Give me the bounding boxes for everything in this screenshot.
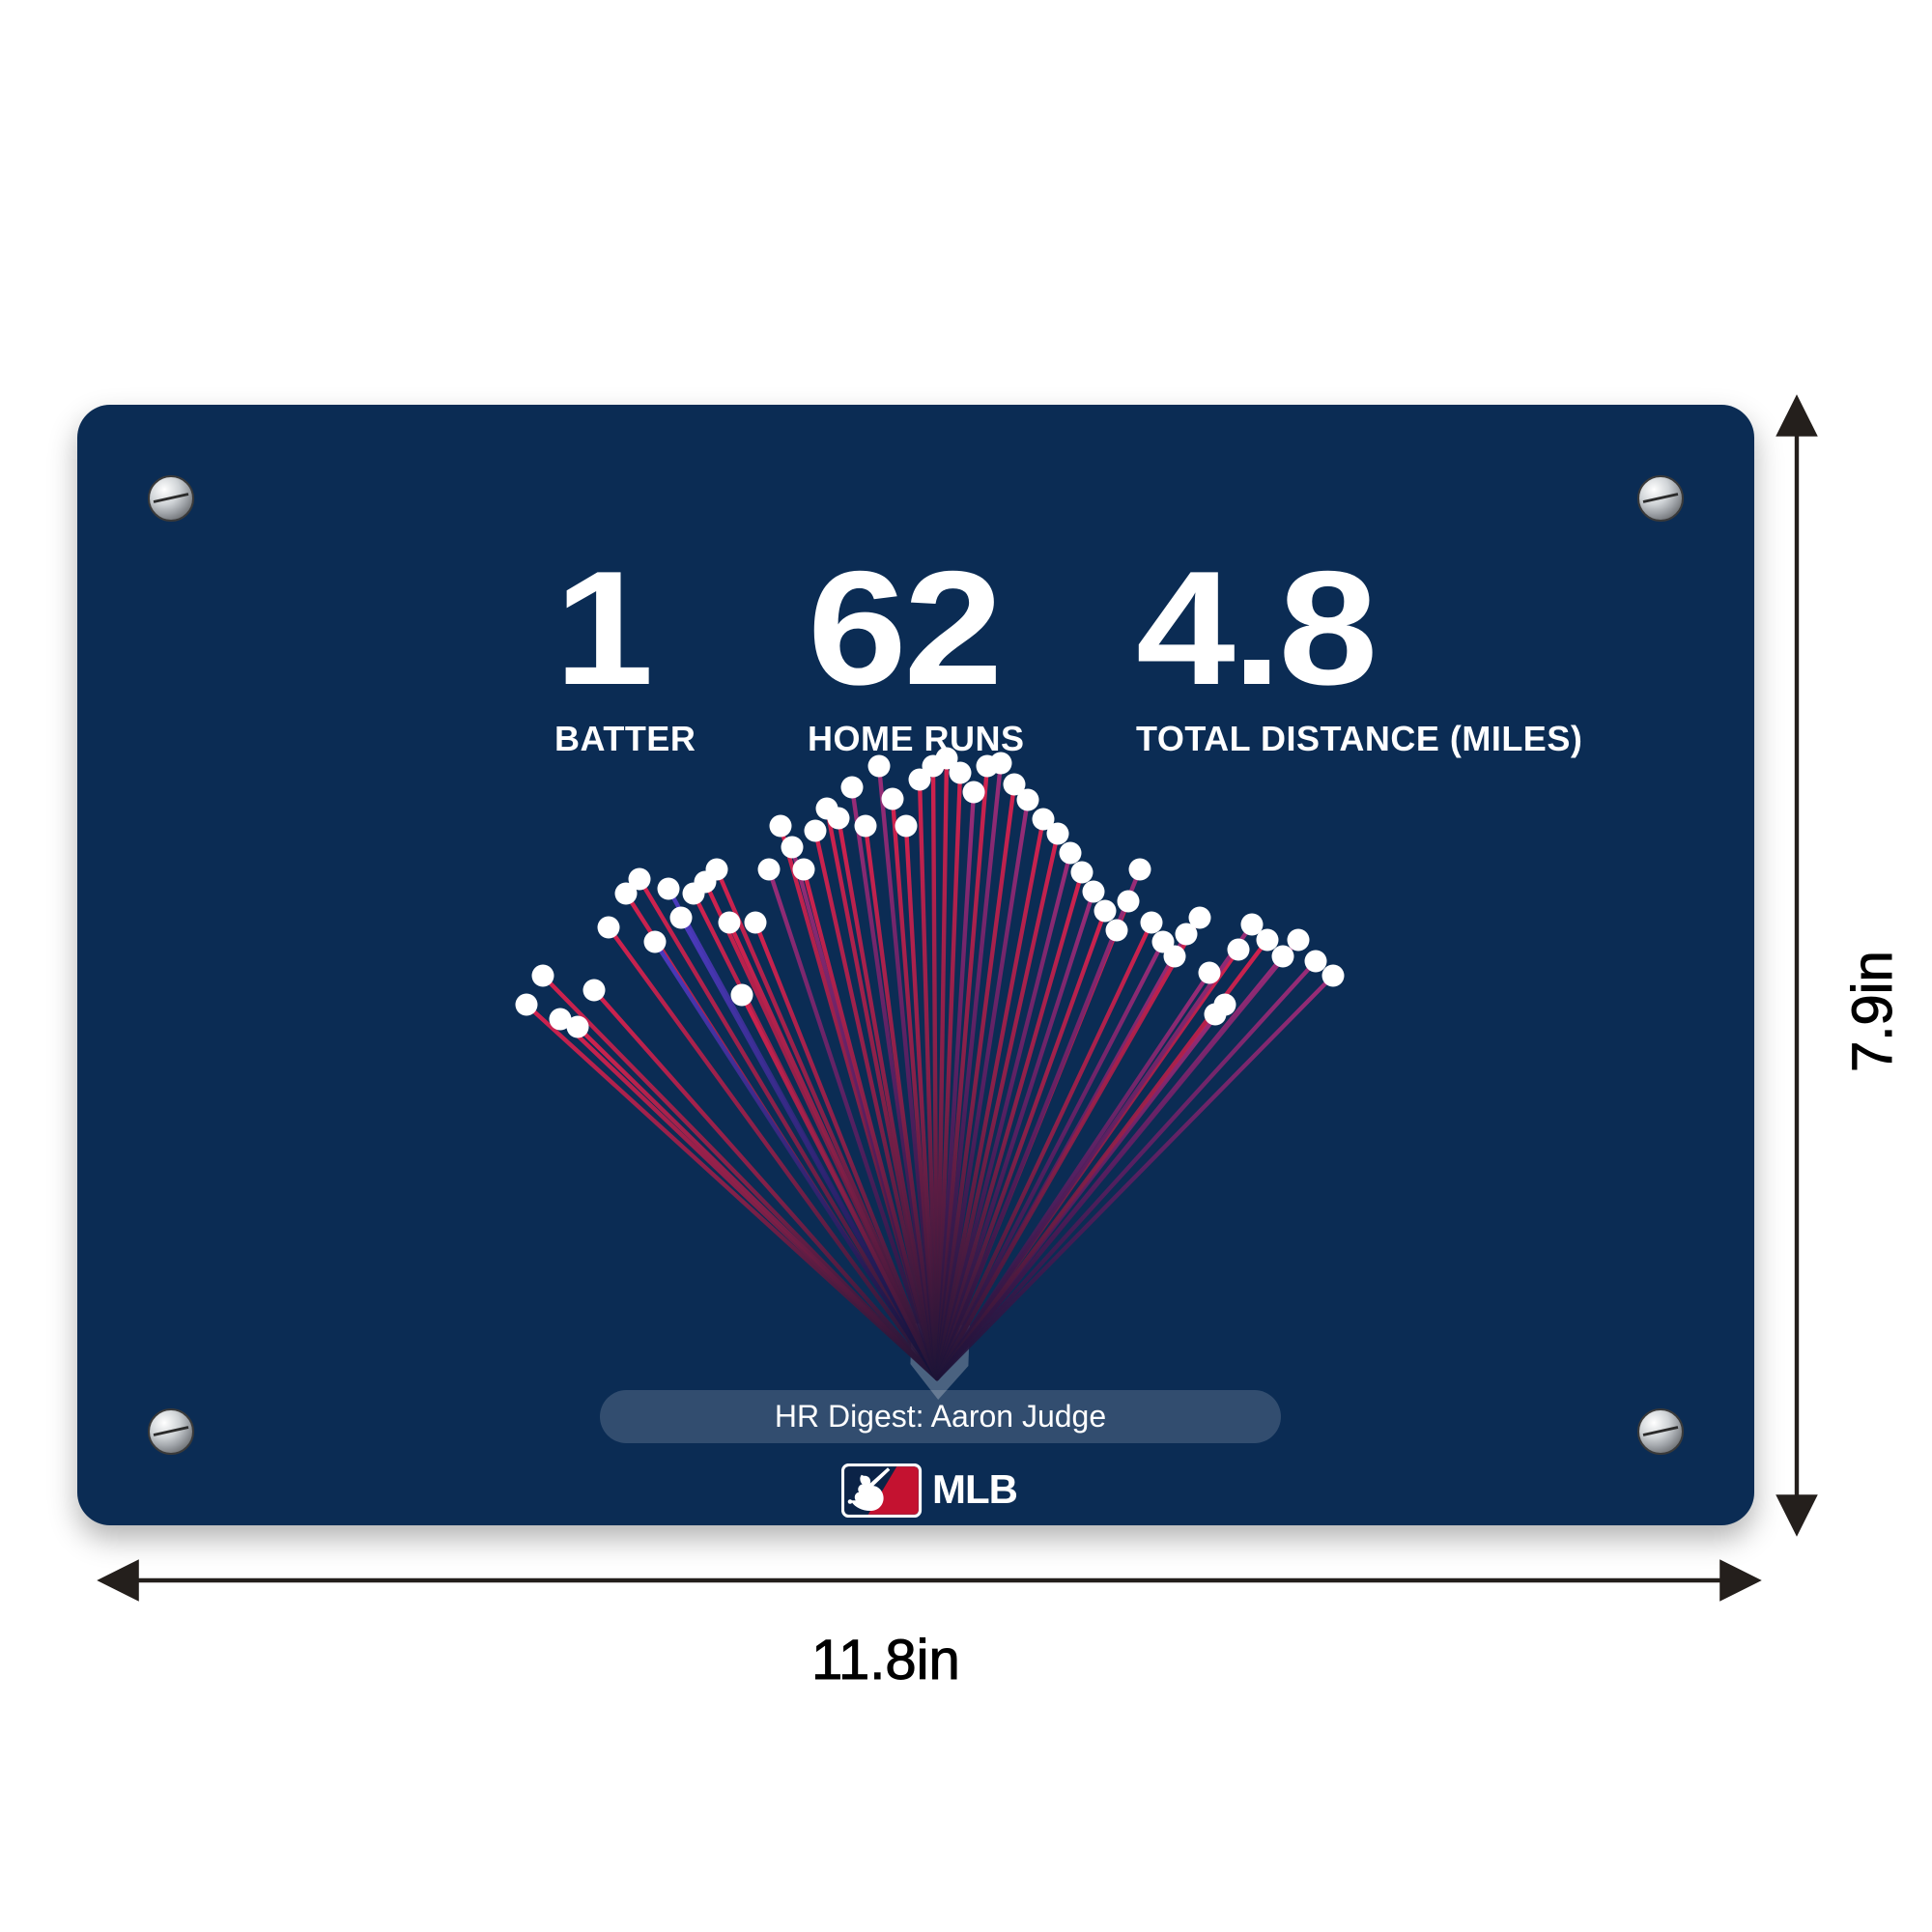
svg-text:MLB: MLB: [932, 1466, 1017, 1512]
